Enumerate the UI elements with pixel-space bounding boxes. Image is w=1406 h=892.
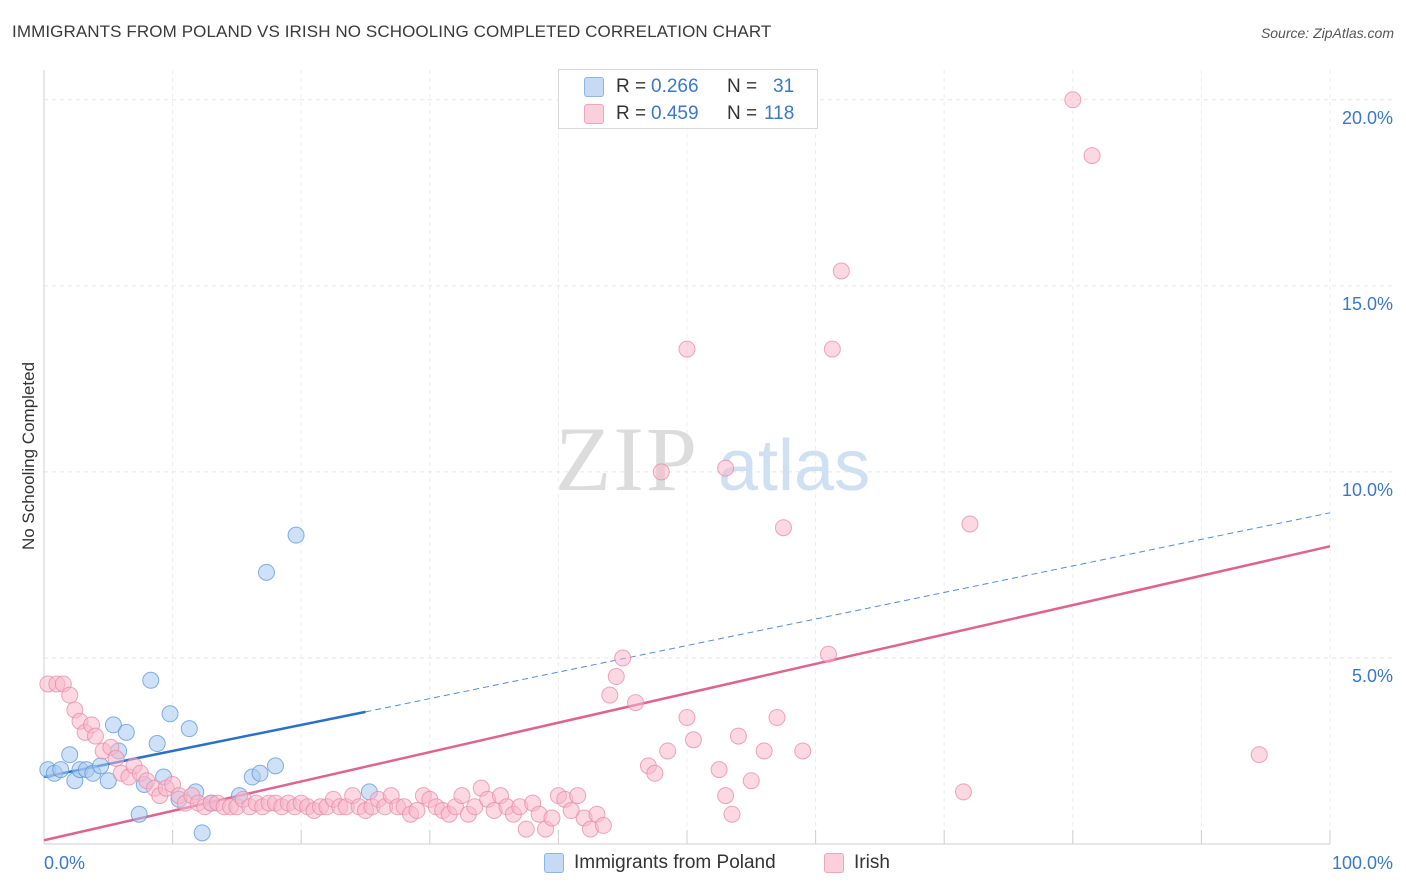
point-irish bbox=[823, 340, 841, 358]
point-irish bbox=[569, 787, 587, 805]
point-poland bbox=[130, 805, 148, 823]
legend-label-poland: Immigrants from Poland bbox=[574, 852, 776, 873]
legend-swatch-irish bbox=[824, 853, 844, 873]
point-irish bbox=[717, 459, 735, 477]
y-tick-label: 5.0% bbox=[1352, 666, 1393, 686]
legend-label-irish: Irish bbox=[854, 852, 890, 873]
point-poland bbox=[92, 757, 110, 775]
point-irish bbox=[607, 668, 625, 686]
y-axis-label: No Schooling Completed bbox=[19, 362, 38, 550]
grid-lines bbox=[44, 70, 1392, 844]
r-value-poland: 0.266 bbox=[651, 76, 699, 97]
point-irish bbox=[453, 787, 471, 805]
tick-labels: 5.0% 10.0% 15.0% 20.0% 0.0% 100.0% bbox=[44, 108, 1393, 873]
point-irish bbox=[61, 686, 79, 704]
point-poland bbox=[142, 671, 160, 689]
point-poland bbox=[161, 705, 179, 723]
point-irish bbox=[954, 783, 972, 801]
data-points bbox=[39, 91, 1268, 842]
point-irish bbox=[961, 515, 979, 533]
watermark-atlas: atlas bbox=[718, 426, 870, 506]
point-poland bbox=[61, 746, 79, 764]
legend-swatch-irish bbox=[584, 104, 604, 124]
n-value-poland: 31 bbox=[773, 76, 795, 97]
point-poland bbox=[193, 824, 211, 842]
n-label: N = bbox=[727, 76, 758, 97]
r-label: R = bbox=[616, 103, 647, 124]
x-tick-label: 100.0% bbox=[1332, 853, 1393, 873]
point-irish bbox=[774, 519, 792, 537]
trend-line-poland-extension bbox=[365, 512, 1331, 713]
point-irish bbox=[723, 805, 741, 823]
point-irish bbox=[1064, 91, 1082, 109]
point-poland bbox=[99, 772, 117, 790]
point-poland bbox=[251, 764, 269, 782]
legend-swatch-poland bbox=[544, 853, 564, 873]
point-irish bbox=[710, 761, 728, 779]
point-poland bbox=[287, 526, 305, 544]
point-irish bbox=[717, 787, 735, 805]
r-value-irish: 0.459 bbox=[651, 103, 699, 124]
y-tick-label: 15.0% bbox=[1342, 294, 1393, 314]
point-poland bbox=[257, 563, 275, 581]
point-irish bbox=[819, 645, 837, 663]
x-tick-label: 0.0% bbox=[44, 853, 85, 873]
point-irish bbox=[517, 820, 535, 838]
point-irish bbox=[614, 649, 632, 667]
point-poland bbox=[148, 735, 166, 753]
point-irish bbox=[543, 809, 561, 827]
point-irish bbox=[408, 802, 426, 820]
point-poland bbox=[180, 720, 198, 738]
trend-line-irish bbox=[43, 545, 1331, 842]
point-irish bbox=[1250, 746, 1268, 764]
point-irish bbox=[627, 694, 645, 712]
point-irish bbox=[742, 772, 760, 790]
point-irish bbox=[768, 708, 786, 726]
point-irish bbox=[755, 742, 773, 760]
point-irish bbox=[1083, 147, 1101, 165]
point-poland bbox=[52, 761, 70, 779]
point-irish bbox=[107, 749, 125, 767]
point-irish bbox=[832, 262, 850, 280]
series-legend: Immigrants from Poland Irish bbox=[0, 852, 1406, 878]
chart-title: IMMIGRANTS FROM POLAND VS IRISH NO SCHOO… bbox=[12, 22, 772, 41]
point-irish bbox=[86, 727, 104, 745]
point-poland bbox=[117, 723, 135, 741]
y-tick-label: 20.0% bbox=[1342, 108, 1393, 128]
point-irish bbox=[562, 802, 580, 820]
point-irish bbox=[684, 731, 702, 749]
point-irish bbox=[646, 764, 664, 782]
r-label: R = bbox=[616, 76, 647, 97]
n-label: N = bbox=[727, 103, 758, 124]
point-irish bbox=[466, 798, 484, 816]
n-value-irish: 118 bbox=[764, 103, 795, 124]
point-irish bbox=[594, 816, 612, 834]
point-irish bbox=[601, 686, 619, 704]
correlation-legend: R = 0.266 N = 31 R = 0.459 N = 118 bbox=[558, 69, 818, 129]
point-irish bbox=[652, 463, 670, 481]
point-irish bbox=[729, 727, 747, 745]
y-tick-label: 10.0% bbox=[1342, 480, 1393, 500]
source-credit: Source: ZipAtlas.com bbox=[1260, 25, 1394, 41]
legend-item-irish[interactable]: Irish bbox=[824, 852, 890, 874]
point-irish bbox=[678, 708, 696, 726]
watermark-zip: ZIP bbox=[555, 408, 699, 510]
point-irish bbox=[659, 742, 677, 760]
point-irish bbox=[678, 340, 696, 358]
point-irish bbox=[794, 742, 812, 760]
legend-item-poland[interactable]: Immigrants from Poland bbox=[544, 852, 776, 874]
point-poland bbox=[266, 757, 284, 775]
legend-swatch-poland bbox=[584, 77, 604, 97]
axes bbox=[43, 70, 1331, 845]
point-poland bbox=[104, 716, 122, 734]
